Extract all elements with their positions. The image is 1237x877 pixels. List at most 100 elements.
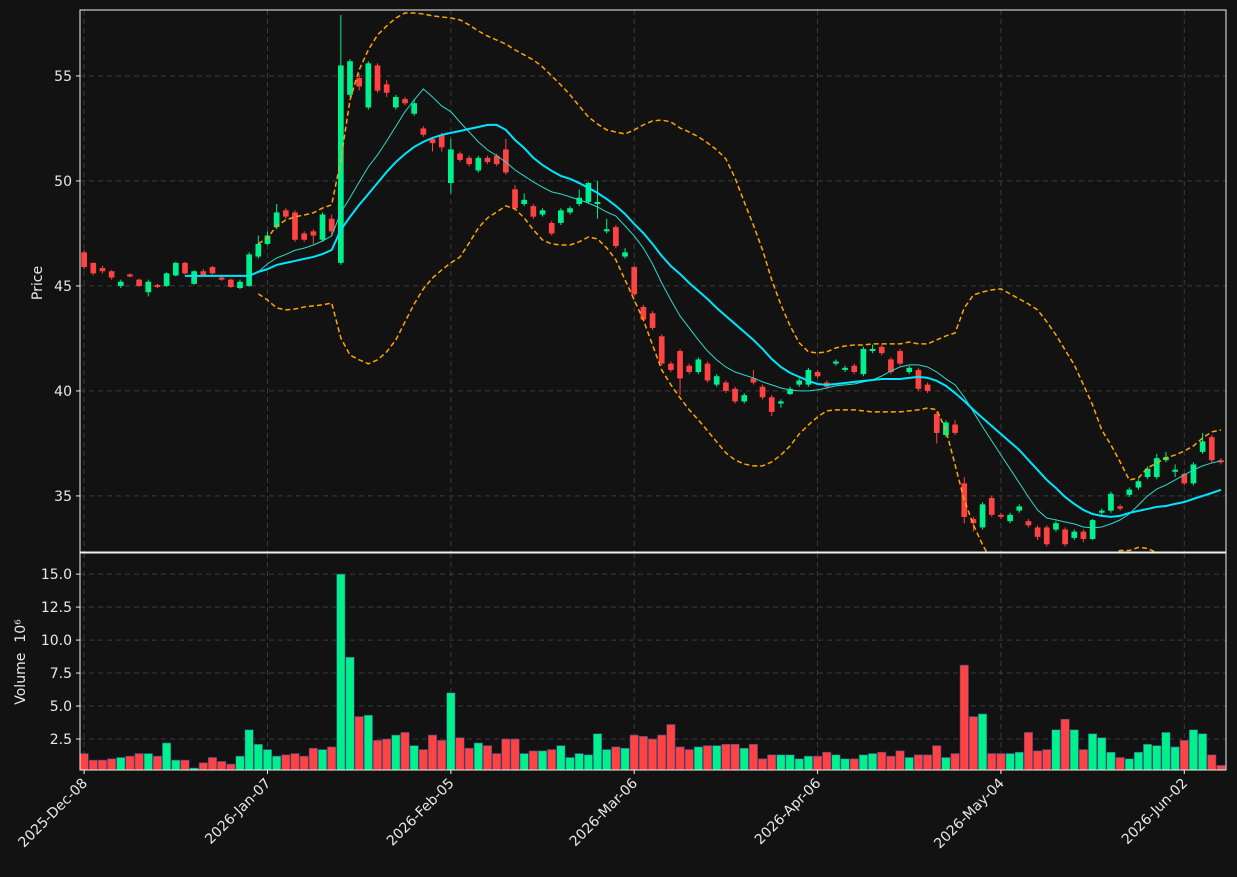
volume-bar	[492, 753, 502, 770]
candle-body	[172, 262, 179, 276]
volume-bar	[198, 762, 208, 770]
volume-bar	[483, 745, 493, 770]
volume-bar	[235, 755, 245, 770]
volume-bar	[1143, 743, 1153, 770]
candle-body	[521, 199, 528, 205]
volume-bar	[244, 729, 254, 770]
candle-body	[1108, 493, 1114, 511]
price-axis-label: Price	[30, 266, 46, 300]
candle-body	[1053, 523, 1059, 530]
candle-body	[585, 183, 592, 202]
candle-body	[906, 367, 913, 373]
volume-bar	[1133, 751, 1143, 770]
volume-bar	[877, 751, 887, 770]
volume-bar	[97, 759, 107, 770]
candle-body	[1034, 527, 1041, 537]
candle-body	[878, 346, 885, 354]
y2-tick-label: 2.5	[50, 732, 72, 748]
volume-bar	[556, 745, 566, 770]
price-frame	[79, 9, 1227, 553]
candle-body	[787, 388, 793, 395]
candle-body	[108, 271, 115, 278]
candle-body	[576, 197, 583, 205]
volume-panel	[80, 573, 1226, 770]
volume-bar	[226, 763, 236, 770]
volume-bar	[262, 749, 273, 770]
indicator-line	[257, 12, 1222, 481]
candle-body	[603, 229, 610, 232]
volume-bar	[281, 754, 291, 770]
candle-body	[961, 483, 968, 517]
volume-bar	[730, 743, 740, 770]
candle-body	[1025, 521, 1032, 526]
candle-body	[1144, 468, 1151, 478]
volume-bar	[354, 716, 364, 770]
volume-bar	[455, 737, 465, 770]
y-tick-label: 50	[54, 174, 72, 190]
volume-bar	[80, 753, 89, 770]
candle-body	[1208, 437, 1215, 461]
volume-bar	[1069, 729, 1079, 770]
y2-tick-label: 7.5	[50, 666, 72, 682]
candle-body	[933, 414, 940, 433]
candle-body	[723, 382, 729, 391]
volume-bar	[721, 743, 731, 770]
candle-body	[952, 424, 958, 433]
volume-bar	[1023, 732, 1033, 770]
candle-body	[282, 210, 289, 217]
candle-body	[1172, 469, 1178, 472]
volume-bar	[1042, 749, 1052, 770]
candle-body	[732, 388, 738, 402]
candle-body	[842, 367, 848, 370]
volume-bar	[968, 716, 978, 770]
volume-bar	[1188, 729, 1198, 770]
volume-bar	[189, 767, 199, 770]
volume-bar	[171, 759, 181, 770]
volume-bar	[593, 733, 603, 770]
candle-body	[631, 267, 638, 295]
candle-body	[99, 268, 106, 272]
candle-body	[411, 103, 418, 114]
candle-body	[264, 235, 271, 244]
volume-bar	[620, 747, 630, 770]
volume-bar	[363, 714, 373, 770]
volume-bar	[473, 742, 483, 770]
candle-body	[301, 233, 307, 240]
candle-body	[759, 386, 766, 398]
volume-bar	[813, 755, 823, 770]
candle-body	[998, 514, 1004, 517]
volume-bar	[446, 692, 456, 770]
candle-body	[924, 384, 931, 391]
volume-bar	[611, 746, 621, 770]
candle-body	[136, 279, 142, 286]
candle-body	[383, 84, 390, 93]
candle-body	[392, 96, 399, 108]
volume-bar	[372, 740, 383, 770]
candle-body	[970, 519, 977, 524]
candle-body	[154, 284, 161, 287]
volume-bar	[327, 746, 337, 770]
candle-body	[668, 363, 674, 370]
candle-body	[833, 361, 839, 364]
volume-bar	[107, 758, 117, 770]
volume-bar	[858, 754, 868, 770]
volume-bar	[162, 742, 172, 770]
volume-bar	[538, 750, 548, 770]
candle-body	[200, 271, 207, 276]
candle-body	[191, 271, 197, 284]
candle-body	[420, 128, 427, 135]
volume-bar	[657, 734, 667, 770]
volume-bar	[299, 755, 309, 770]
candle-body	[493, 155, 500, 165]
candle-body	[768, 397, 775, 412]
candle-body	[1126, 489, 1133, 495]
volume-bar	[1005, 753, 1015, 770]
volume-bar	[574, 753, 584, 770]
candle-body	[1016, 506, 1023, 511]
candle-body	[145, 281, 152, 293]
candle-body	[677, 351, 683, 379]
candle-body	[796, 380, 803, 385]
candle-body	[1071, 531, 1078, 538]
volume-bar	[666, 724, 676, 770]
